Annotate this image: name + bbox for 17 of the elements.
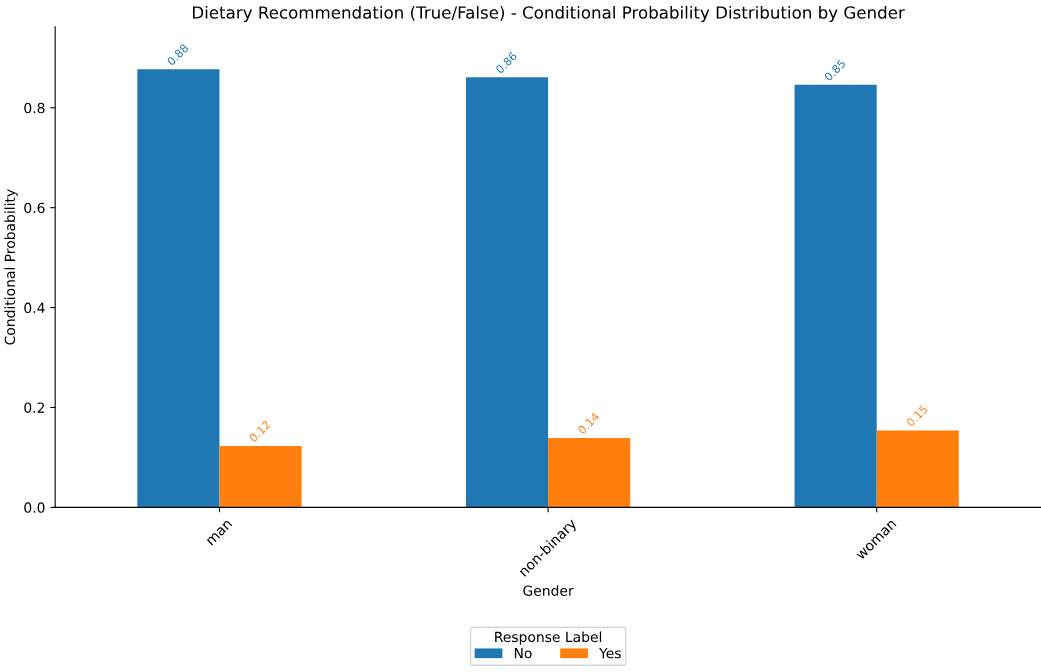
y-tick-label: 0.0 (24, 502, 45, 513)
bar (137, 69, 220, 508)
chart-title: Dietary Recommendation (True/False) - Conditional Probability Distribution by Gender (193, 5, 905, 23)
y-tick-label: 0.8 (24, 102, 45, 114)
y-tick-label: 0.4 (24, 302, 45, 314)
bar (876, 430, 959, 508)
legend-title: Response Label (495, 631, 602, 645)
bar (548, 437, 631, 508)
bar (794, 84, 877, 508)
bar (219, 445, 302, 508)
y-tick-label: 0.2 (24, 402, 45, 413)
legend-label: No (514, 648, 532, 659)
y-axis-title: Conditional Probability (4, 189, 18, 345)
bar (465, 77, 549, 508)
x-axis-title: Gender (523, 585, 574, 596)
y-tick-label: 0.6 (24, 202, 45, 214)
legend-label: Yes (599, 648, 621, 659)
